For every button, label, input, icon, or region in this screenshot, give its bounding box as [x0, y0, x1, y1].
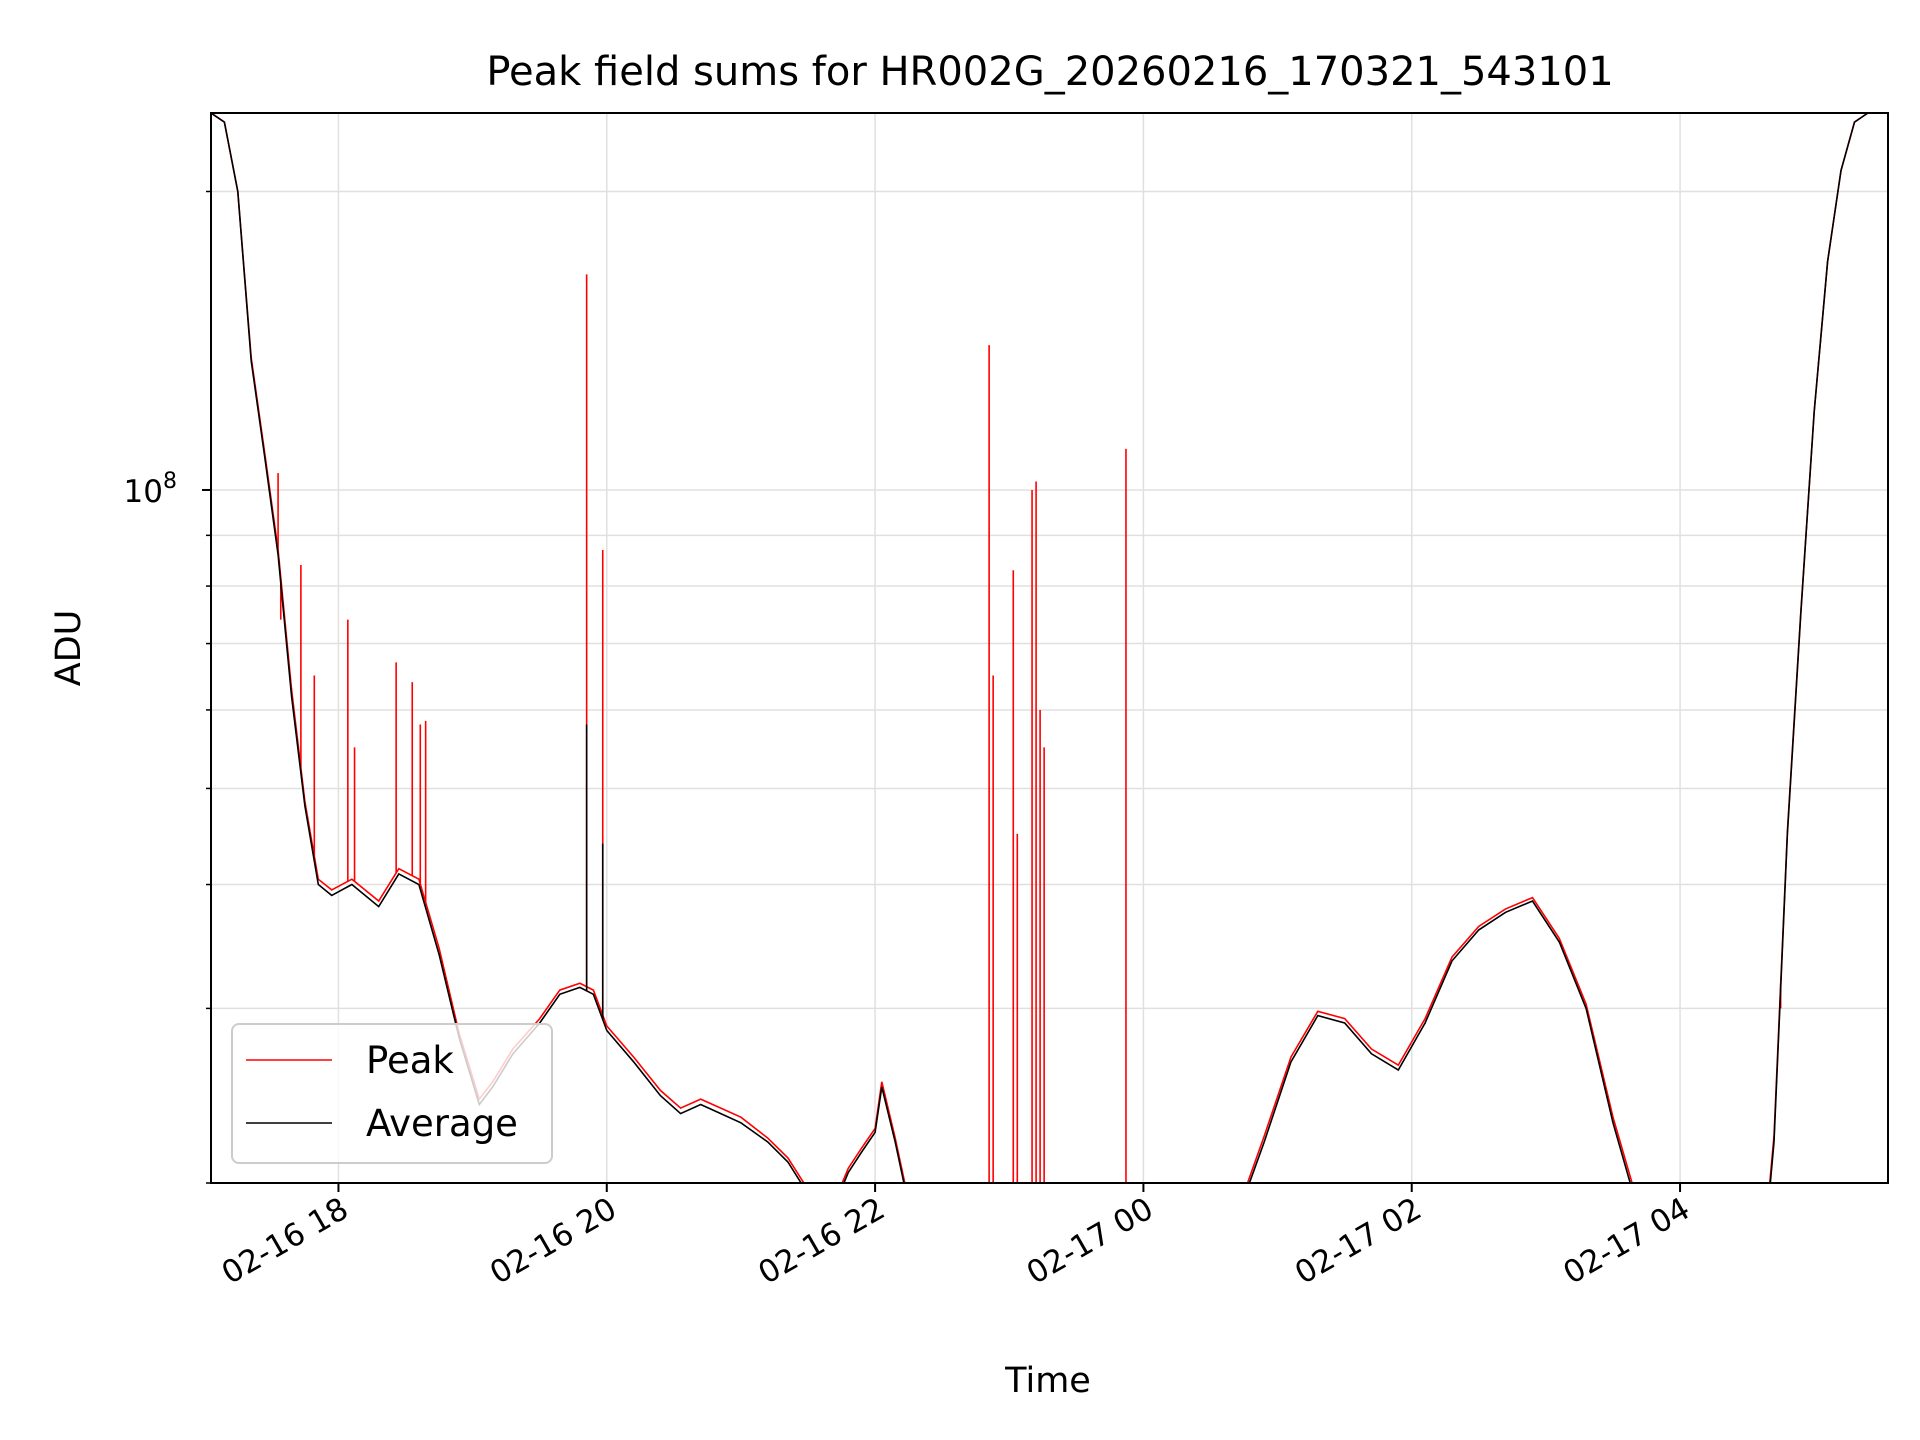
y-tick-label-major: 108	[124, 469, 177, 510]
plot-frame	[210, 112, 1889, 1184]
y-axis-label: ADU	[49, 610, 89, 687]
legend-label-peak: Peak	[366, 1039, 454, 1082]
legend-box	[231, 1023, 553, 1164]
series-average-spikes	[585, 724, 604, 1020]
legend: Peak Average	[231, 1023, 553, 1164]
x-axis-label: Time	[1004, 1361, 1091, 1401]
legend-label-average: Average	[366, 1102, 518, 1145]
chart-title: Peak field sums for HR002G_20260216_1703…	[486, 49, 1613, 95]
y-axis-ticks	[202, 190, 211, 1184]
y-tick-exponent: 8	[163, 469, 177, 494]
y-tick-base: 10	[124, 474, 163, 510]
